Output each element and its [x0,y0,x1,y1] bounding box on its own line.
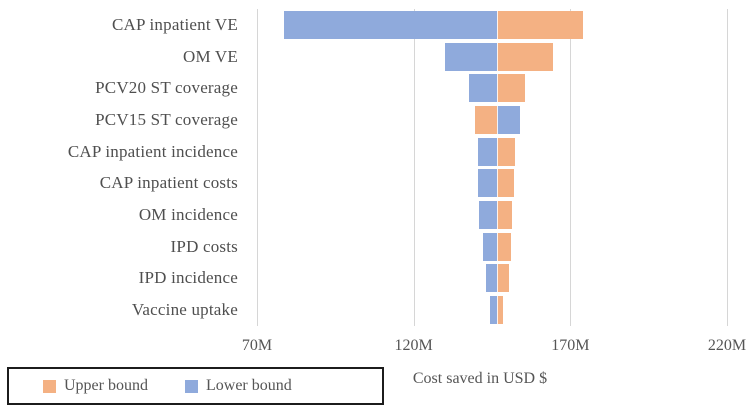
bar-segment-upper-bound [496,42,554,71]
bar-segment-lower-bound [468,74,497,103]
category-label: PCV20 ST coverage [95,78,238,98]
bar-segment-lower-bound [477,169,497,198]
bar-segment-upper-bound [496,264,510,293]
x-axis-title: Cost saved in USD $ [412,370,548,387]
bar-segment-lower-bound [485,264,497,293]
bar-segment-upper-bound [496,296,503,325]
upper-bound-swatch [43,379,56,393]
bar-segment-upper-bound [496,232,511,261]
legend-item-upper-bound: Upper bound [43,377,148,395]
bar-segment-upper-bound [496,10,583,39]
bar-segment-upper-bound [496,137,516,166]
bar-segment-upper-bound [496,201,513,230]
bar-segment-lower-bound [490,296,497,325]
bar-segment-upper-bound [474,105,497,134]
category-label: CAP inpatient VE [112,14,238,34]
bar-segment-upper-bound [496,74,525,103]
bar-segment-lower-bound [479,201,497,230]
legend-item-lower-bound: Lower bound [184,377,292,395]
x-tick-label-70M: 70M [241,337,273,354]
gridline-220M [727,9,728,326]
category-label: IPD costs [170,236,238,256]
x-tick-label-220M: 220M [707,337,747,354]
gridline-120M [413,9,415,326]
gridline-170M [570,9,572,326]
category-label: CAP inpatient incidence [67,141,238,161]
category-label: PCV15 ST coverage [95,109,238,129]
bar-segment-lower-bound [445,42,497,71]
category-label: OM VE [183,46,238,66]
bar-segment-lower-bound [496,105,521,134]
bar-segment-lower-bound [283,10,497,39]
gridline-70M [257,9,258,326]
category-label: CAP inpatient costs [99,173,238,193]
bar-segment-lower-bound [482,232,497,261]
x-tick-label-170M: 170M [551,337,590,354]
category-label: IPD incidence [138,268,238,288]
legend-label-lower-bound: Lower bound [205,377,292,394]
x-tick-label-120M: 120M [394,337,433,354]
category-label: Vaccine uptake [131,300,238,320]
legend-label-upper-bound: Upper bound [64,377,148,394]
base-value-line [496,9,498,326]
lower-bound-swatch [184,379,198,393]
bar-segment-lower-bound [477,137,497,166]
category-label: OM incidence [138,205,238,225]
bar-segment-upper-bound [496,169,514,198]
legend: Upper bound Lower bound [7,367,384,405]
